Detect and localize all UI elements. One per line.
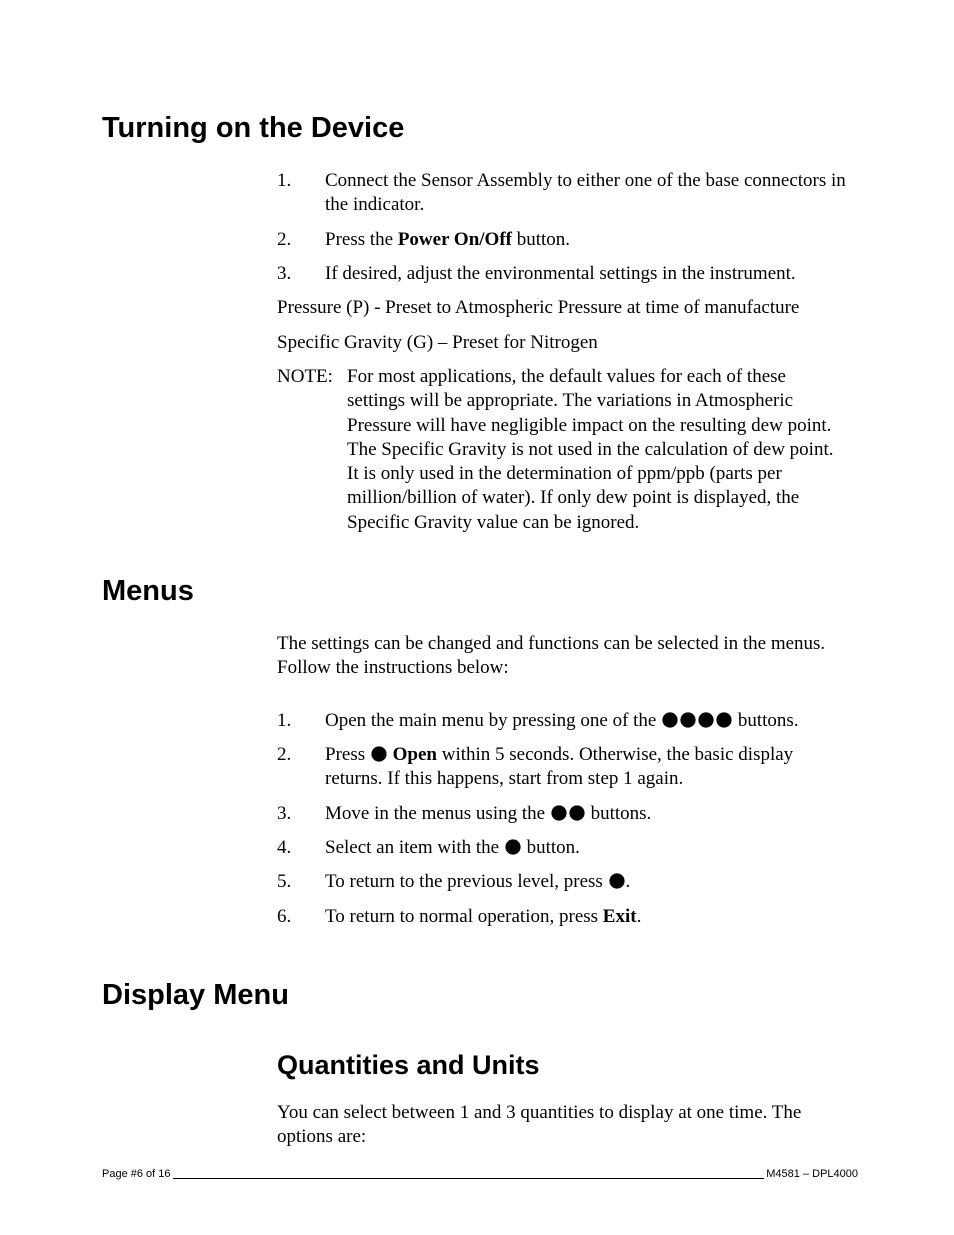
list-text: Move in the menus using the buttons.	[325, 802, 847, 826]
list-item: 2.Press the Power On/Off button.	[277, 228, 847, 252]
page-footer: Page #6 of 16 M4581 – DPL4000	[102, 1168, 858, 1180]
list-text: Press the Power On/Off button.	[325, 228, 847, 252]
menus-intro: The settings can be changed and function…	[277, 632, 847, 681]
right-arrow-icon	[697, 711, 715, 729]
footer-page-number: Page #6 of 16	[102, 1168, 171, 1180]
up-arrow-icon	[661, 711, 679, 729]
minus-arrow-icon	[370, 745, 388, 763]
display-menu-body: You can select between 1 and 3 quantitie…	[277, 1101, 847, 1150]
footer-rule	[173, 1178, 765, 1179]
down-arrow-icon	[568, 804, 586, 822]
list-item: 1.Connect the Sensor Assembly to either …	[277, 169, 847, 218]
left-arrow-icon	[715, 711, 733, 729]
list-number: 4.	[277, 836, 325, 860]
nav-icons	[370, 744, 388, 765]
list-text: Open the main menu by pressing one of th…	[325, 709, 847, 733]
heading-turning-on: Turning on the Device	[102, 112, 858, 145]
menus-body: The settings can be changed and function…	[277, 632, 847, 929]
note-block: NOTE: For most applications, the default…	[277, 365, 847, 535]
nav-icons	[608, 871, 626, 892]
list-text: Select an item with the button.	[325, 836, 847, 860]
list-item: 2.Press Open within 5 seconds. Otherwise…	[277, 743, 847, 792]
list-text: Press Open within 5 seconds. Otherwise, …	[325, 743, 847, 792]
left-arrow-icon	[608, 872, 626, 890]
heading-menus: Menus	[102, 575, 858, 608]
list-number: 5.	[277, 870, 325, 894]
list-text: To return to normal operation, press Exi…	[325, 905, 847, 929]
list-number: 6.	[277, 905, 325, 929]
down-arrow-icon	[679, 711, 697, 729]
list-text: To return to the previous level, press .	[325, 870, 847, 894]
list-item: 3.Move in the menus using the buttons.	[277, 802, 847, 826]
list-item: 3.If desired, adjust the environmental s…	[277, 262, 847, 286]
list-text: If desired, adjust the environmental set…	[325, 262, 847, 286]
list-item: 4.Select an item with the button.	[277, 836, 847, 860]
body-paragraph: Specific Gravity (G) – Preset for Nitrog…	[277, 331, 847, 355]
nav-icons	[504, 837, 522, 858]
document-page: Turning on the Device 1.Connect the Sens…	[102, 112, 858, 1160]
nav-icons	[550, 803, 586, 824]
up-arrow-icon	[550, 804, 568, 822]
list-number: 3.	[277, 802, 325, 826]
nav-icons	[661, 710, 733, 731]
note-label: NOTE:	[277, 365, 347, 535]
list-item: 1.Open the main menu by pressing one of …	[277, 709, 847, 733]
right-arrow-icon	[504, 838, 522, 856]
list-number: 3.	[277, 262, 325, 286]
list-number: 2.	[277, 743, 325, 792]
list-number: 1.	[277, 169, 325, 218]
heading-display-menu: Display Menu	[102, 979, 858, 1012]
list-item: 5.To return to the previous level, press…	[277, 870, 847, 894]
list-number: 1.	[277, 709, 325, 733]
list-text: Connect the Sensor Assembly to either on…	[325, 169, 847, 218]
note-text: For most applications, the default value…	[347, 365, 847, 535]
quantities-para: You can select between 1 and 3 quantitie…	[277, 1101, 847, 1150]
list-number: 2.	[277, 228, 325, 252]
list-item: 6.To return to normal operation, press E…	[277, 905, 847, 929]
footer-doc-id: M4581 – DPL4000	[766, 1168, 858, 1180]
body-paragraph: Pressure (P) - Preset to Atmospheric Pre…	[277, 296, 847, 320]
turning-on-body: 1.Connect the Sensor Assembly to either …	[277, 169, 847, 535]
subheading-quantities-units: Quantities and Units	[277, 1050, 858, 1081]
